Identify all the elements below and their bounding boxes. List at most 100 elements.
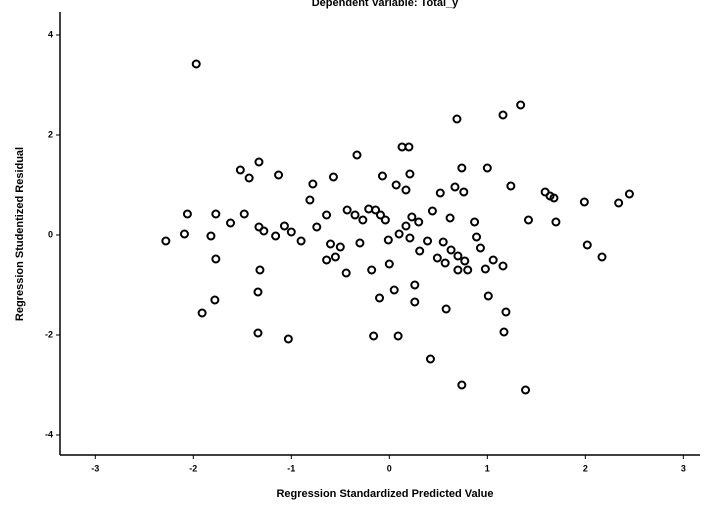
x-tick-label: -3 [91,463,99,473]
point [255,265,265,275]
point [498,261,508,271]
x-tick-label: -2 [189,463,197,473]
y-tick-label: 2 [48,129,53,139]
x-tick-label: 3 [681,463,686,473]
y-tick-label: -2 [45,329,53,339]
point [286,227,296,237]
point [405,169,415,179]
point [516,100,526,110]
chart-title: Dependent Variable: Total_y [312,0,459,9]
point [445,213,455,223]
point [322,255,332,265]
point [551,217,561,227]
point [211,209,221,219]
point [404,142,414,152]
point [235,165,245,175]
point [452,114,462,124]
point [405,233,415,243]
point [206,231,216,241]
y-tick-label: -4 [45,429,53,439]
point [179,229,189,239]
y-tick-label: 0 [48,229,53,239]
point [394,229,404,239]
point [210,295,220,305]
point [460,256,470,266]
point [350,210,360,220]
point [322,210,332,220]
point [391,180,401,190]
point [488,255,498,265]
point [483,291,493,301]
point [425,354,435,364]
point [271,231,281,241]
point [498,110,508,120]
point [253,328,263,338]
point [191,59,201,69]
point [296,236,306,246]
point [410,280,420,290]
point [274,170,284,180]
point [407,212,417,222]
point [364,204,374,214]
point [358,215,368,225]
point [312,222,322,232]
point [472,232,482,242]
point [614,198,624,208]
point [369,331,379,341]
point [375,293,385,303]
x-tick-label: 2 [583,463,588,473]
point [463,265,473,275]
point [523,215,533,225]
point [355,238,365,248]
point [499,327,509,337]
point [501,307,511,317]
point [414,217,424,227]
point [438,237,448,247]
point [579,197,589,207]
point [384,259,394,269]
point [423,236,433,246]
y-tick-label: 4 [48,29,53,39]
point [435,188,445,198]
point [254,157,264,167]
point [253,287,263,297]
point [482,163,492,173]
point [459,187,469,197]
point [475,243,485,253]
point [341,268,351,278]
point [457,163,467,173]
point [383,235,393,245]
y-axis-label: Regression Studentized Residual [14,147,26,321]
point [161,236,171,246]
point [330,252,340,262]
point [352,150,362,160]
point [389,285,399,295]
point [415,246,425,256]
point [446,245,456,255]
point [506,181,516,191]
x-tick-label: -1 [287,463,295,473]
point [401,185,411,195]
point [367,265,377,275]
point [457,380,467,390]
point [211,254,221,264]
point [308,179,318,189]
x-tick-label: 1 [485,463,490,473]
point [239,209,249,219]
x-axis-label: Regression Standardized Predicted Value [276,488,493,500]
point [197,308,207,318]
x-tick-label: 0 [387,463,392,473]
point [393,331,403,341]
point [450,182,460,192]
point [182,209,192,219]
point [226,218,236,228]
point [582,240,592,250]
point [453,265,463,275]
point [624,189,634,199]
point [259,226,269,236]
point [335,242,345,252]
point [453,251,463,261]
point [427,206,437,216]
point [377,171,387,181]
